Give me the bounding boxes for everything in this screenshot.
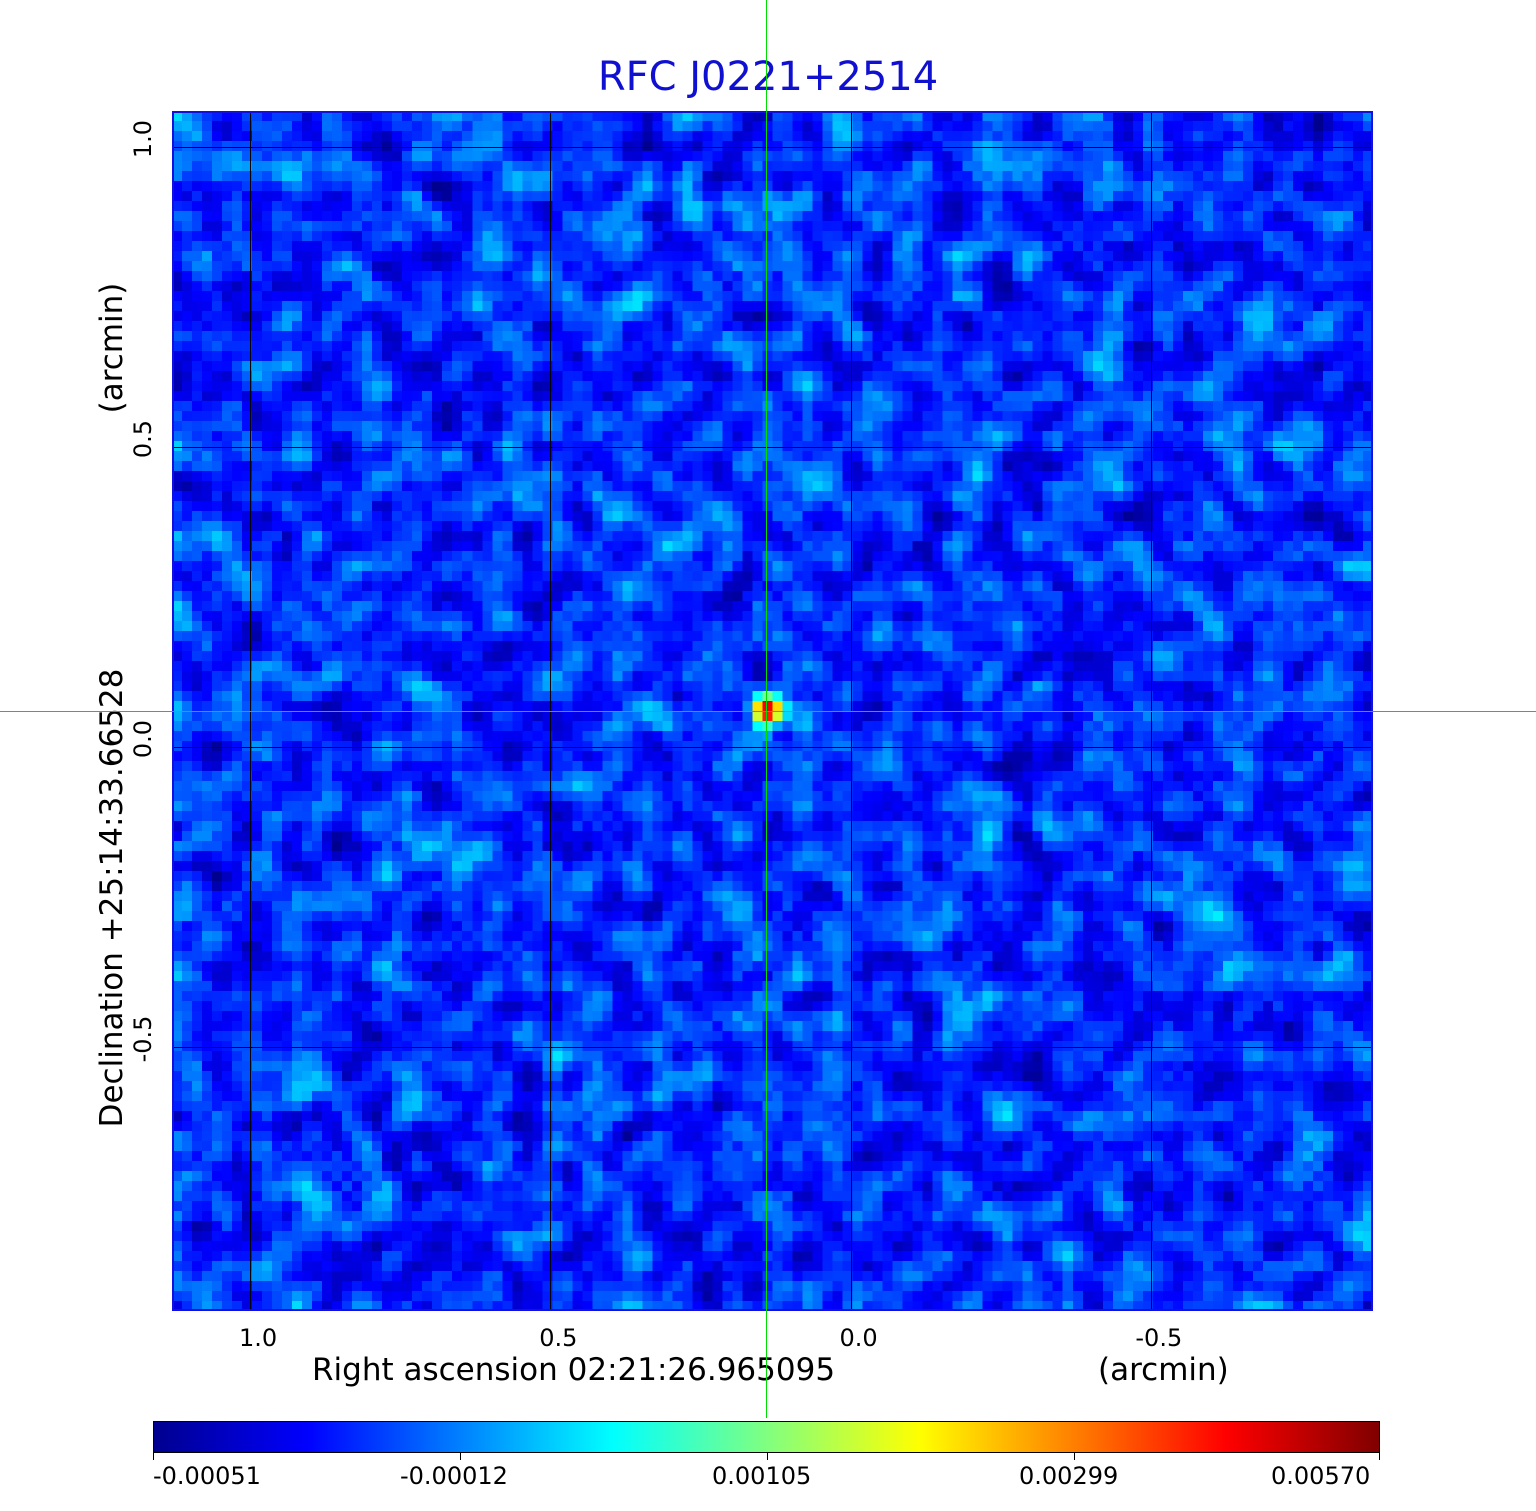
x-axis-label: Right ascension 02:21:26.965095 bbox=[312, 1352, 836, 1388]
colorbar-label: 0.00299 bbox=[1019, 1462, 1119, 1490]
y-axis-label: Declination +25:14:33.66528 bbox=[94, 668, 130, 1128]
x-axis-unit: (arcmin) bbox=[1098, 1352, 1229, 1388]
x-tick-label: -0.5 bbox=[1135, 1324, 1183, 1352]
x-tick-label: 0.0 bbox=[839, 1324, 878, 1352]
colorbar-label: 0.00570 bbox=[1271, 1462, 1371, 1490]
colorbar-label: -0.00012 bbox=[400, 1462, 508, 1490]
colorbar-tick bbox=[1379, 1453, 1380, 1460]
y-tick-label: 1.0 bbox=[129, 119, 157, 159]
x-tick-label: 0.5 bbox=[539, 1324, 578, 1352]
grid-line-horizontal bbox=[172, 747, 1373, 748]
colorbar-tick bbox=[1074, 1453, 1075, 1460]
y-tick-label: 0.0 bbox=[129, 719, 157, 759]
y-tick-label: 0.5 bbox=[129, 419, 157, 459]
colorbar-label: 0.00105 bbox=[712, 1462, 812, 1490]
grid-line-horizontal bbox=[172, 147, 1373, 148]
chart-title: RFC J0221+2514 bbox=[597, 54, 939, 100]
crosshair-vertical bbox=[766, 0, 768, 1418]
colorbar-tick bbox=[153, 1453, 154, 1460]
y-tick-label: -0.5 bbox=[129, 1015, 157, 1063]
grid-line-horizontal bbox=[172, 1047, 1373, 1048]
grid-line-horizontal bbox=[172, 447, 1373, 448]
x-tick-label: 1.0 bbox=[238, 1324, 278, 1352]
colorbar-tick bbox=[767, 1453, 768, 1460]
colorbar-tick bbox=[460, 1453, 461, 1460]
y-axis-unit: (arcmin) bbox=[94, 282, 130, 414]
colorbar bbox=[153, 1421, 1380, 1453]
colorbar-label: -0.00051 bbox=[153, 1462, 261, 1490]
crosshair-horizontal bbox=[0, 711, 1536, 712]
